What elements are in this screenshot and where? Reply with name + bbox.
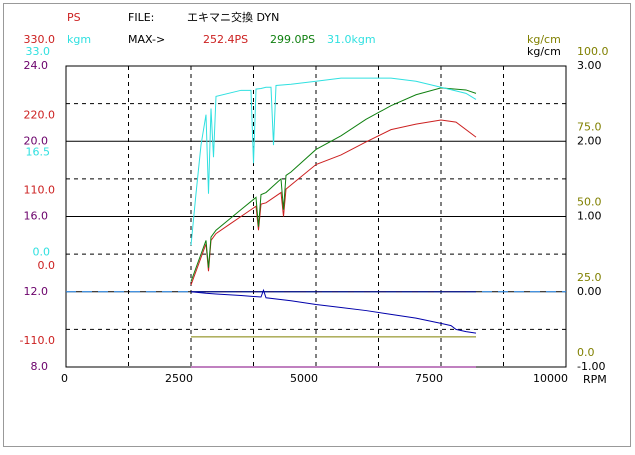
y-tick-label: 110.0 [24, 184, 56, 197]
x-tick-label: 2500 [165, 372, 193, 385]
y-tick-label: 75.0 [577, 120, 602, 133]
y-tick-label: 12.0 [24, 285, 49, 298]
y-tick-label: 100.0 [577, 45, 609, 58]
y-tick-label: 33.0 [26, 45, 51, 58]
max-value: 252.4PS [203, 33, 248, 46]
y-tick-label: 220.0 [24, 108, 56, 121]
y-tick-label: 8.0 [31, 360, 49, 373]
series-line [190, 288, 477, 334]
y-tick-label: 0.0 [38, 259, 56, 272]
max-value: 299.0PS [270, 33, 315, 46]
axis-unit: kg/cm [527, 33, 561, 46]
file-name: エキマニ交換 DYN [187, 10, 279, 24]
x-tick-label: 7500 [415, 372, 443, 385]
series-line [190, 87, 477, 282]
y-tick-label: 0.0 [33, 246, 51, 259]
max-label: MAX-> [128, 33, 165, 46]
axis-unit: kg/cm [527, 45, 561, 58]
axis-unit: PS [67, 11, 81, 24]
y-tick-label: 16.5 [26, 145, 51, 158]
x-axis-label: RPM [583, 373, 607, 386]
file-label: FILE: [128, 11, 154, 24]
y-tick-label: 2.00 [577, 134, 602, 147]
y-tick-label: 24.0 [24, 59, 49, 72]
y-tick-label: 25.0 [577, 271, 602, 284]
y-tick-label: 0.00 [577, 285, 602, 298]
x-tick-label: 10000 [533, 372, 568, 385]
y-tick-label: -110.0 [20, 334, 55, 347]
y-tick-label: 20.0 [24, 134, 49, 147]
y-tick-label: 16.0 [24, 210, 49, 223]
max-value: 31.0kgm [327, 33, 376, 46]
x-tick-label: 0 [61, 372, 68, 385]
frame [3, 3, 631, 447]
y-tick-label: 330.0 [24, 33, 56, 46]
y-tick-label: 0.0 [577, 346, 595, 359]
y-tick-label: 3.00 [577, 59, 602, 72]
y-tick-label: 1.00 [577, 210, 602, 223]
axis-unit: kgm [67, 33, 91, 46]
series-line [190, 77, 477, 246]
y-tick-label: -1.00 [577, 360, 605, 373]
x-tick-label: 5000 [290, 372, 318, 385]
y-tick-label: 50.0 [577, 196, 602, 209]
